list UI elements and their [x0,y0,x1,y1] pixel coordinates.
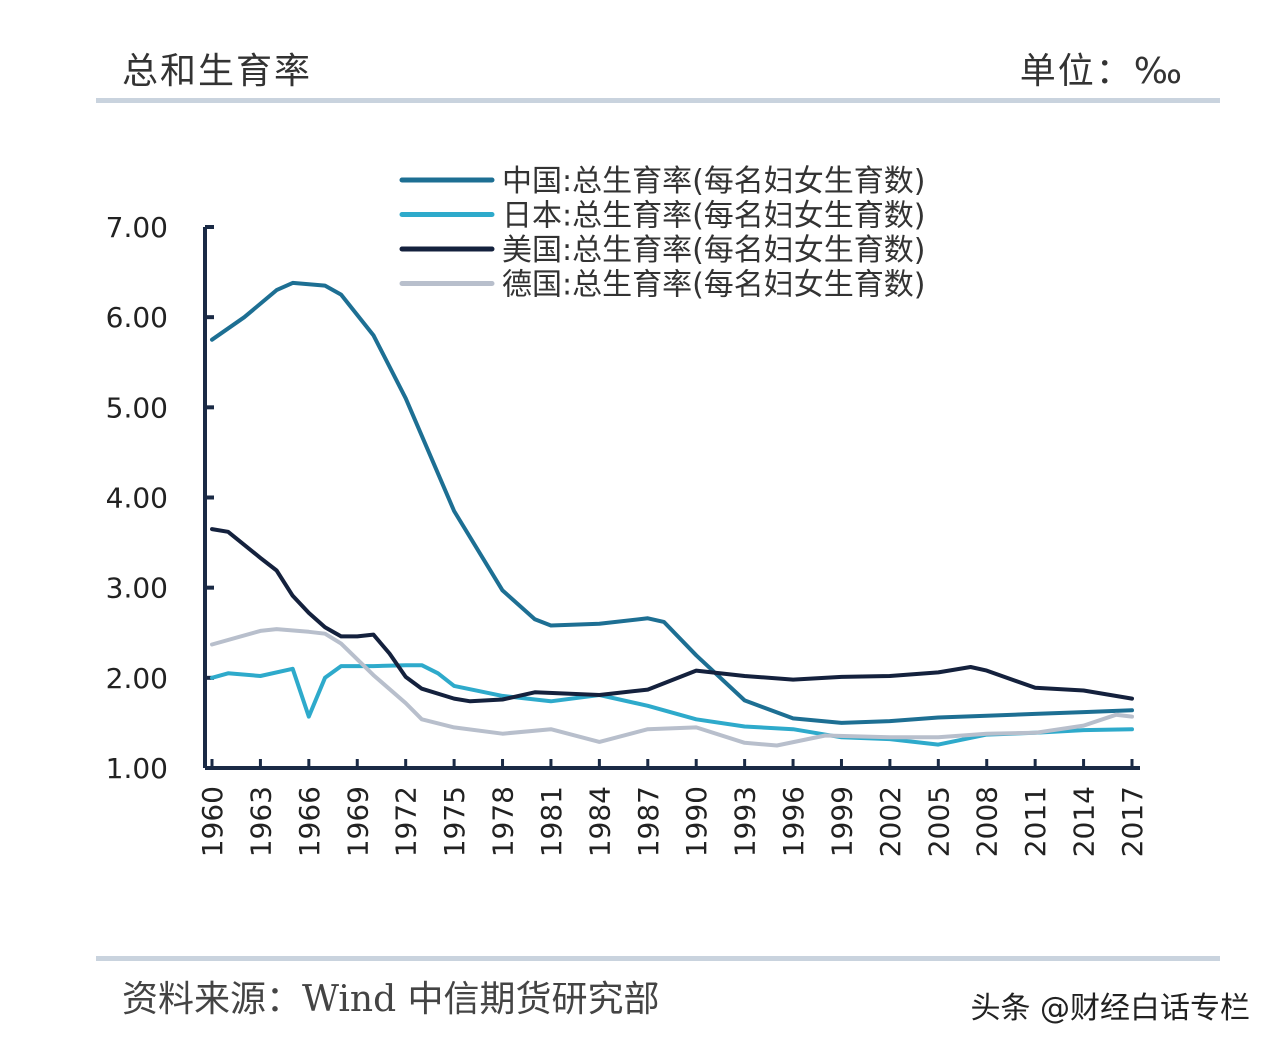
x-tick-label: 1975 [438,786,471,857]
x-tick-label: 1972 [390,786,423,857]
x-tick-label: 2011 [1019,786,1052,857]
x-tick-label: 1981 [535,786,568,857]
x-tick-label: 1990 [680,786,713,857]
x-tick-label: 1987 [632,786,665,857]
x-tick-label: 2008 [971,786,1004,857]
y-tick-label: 3.00 [106,572,168,605]
series-line-1 [210,663,1134,747]
x-tick-label: 2017 [1116,786,1149,857]
legend-label-2: 美国:总生育率(每名妇女生育数) [502,233,926,268]
source-note: 资料来源：Wind 中信期货研究部 [122,979,660,1020]
header-divider [96,98,1220,103]
x-tick-label: 1993 [729,786,762,857]
x-tick-label: 1966 [293,786,326,857]
y-tick-label: 2.00 [106,662,168,695]
footer-divider [96,956,1220,961]
series-line-2 [210,527,1134,704]
watermark: 头条 @财经白话专栏 [970,991,1250,1026]
x-tick-label: 1960 [196,786,229,857]
y-tick-label: 6.00 [106,301,168,334]
x-tick-label: 1996 [777,786,810,857]
legend-label-0: 中国:总生育率(每名妇女生育数) [502,164,926,199]
y-tick-label: 4.00 [106,482,168,515]
x-tick-label: 1963 [244,786,277,857]
legend-label-1: 日本:总生育率(每名妇女生育数) [502,199,926,234]
y-tick-label: 7.00 [106,211,168,244]
y-tick-label: 1.00 [106,752,168,785]
chart-title: 总和生育率 [122,51,313,92]
x-tick-label: 1999 [825,786,858,857]
x-tick-label: 1984 [583,786,616,857]
x-tick-label: 2002 [874,786,907,857]
x-tick-label: 1969 [341,786,374,857]
x-tick-label: 1978 [487,786,520,857]
unit-label: 单位：‰ [1019,51,1184,92]
x-tick-label: 2005 [922,786,955,857]
legend-label-3: 德国:总生育率(每名妇女生育数) [502,268,926,303]
series-line-3 [210,627,1134,748]
y-tick-label: 5.00 [106,391,168,424]
series-line-0 [210,280,1134,725]
x-tick-label: 2014 [1068,786,1101,857]
